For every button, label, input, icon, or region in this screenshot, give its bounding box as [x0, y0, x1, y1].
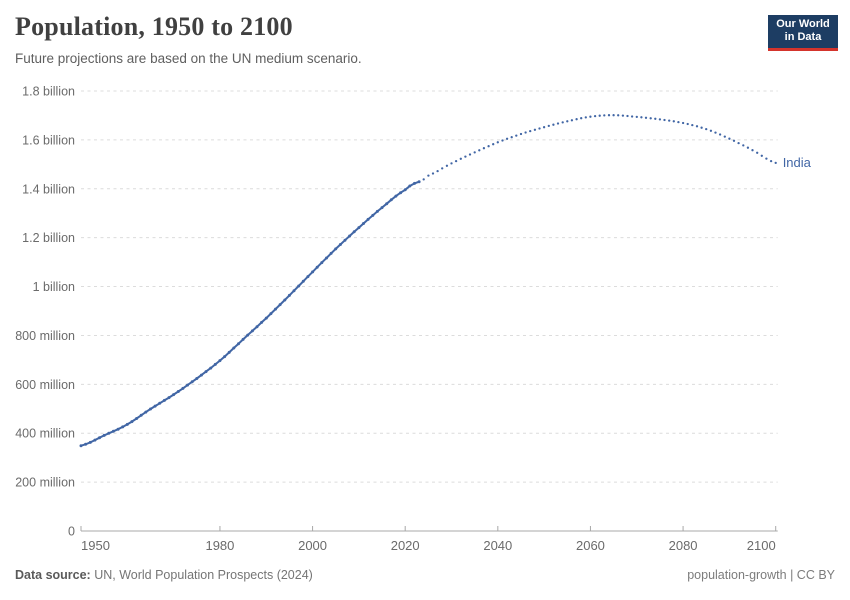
x-axis-tick-label: 2060 [576, 538, 605, 553]
entity-label-india[interactable]: India [782, 154, 811, 170]
series-projection-dots[interactable] [422, 114, 777, 181]
y-axis-tick-label: 800 million [15, 329, 75, 343]
data-source-note: Data source: UN, World Population Prospe… [15, 568, 313, 582]
data-source-label: Data source: [15, 568, 91, 582]
chart-slug: population-growth [687, 568, 787, 582]
y-axis-tick-label: 1.4 billion [22, 182, 75, 196]
x-axis-tick-label: 2020 [391, 538, 420, 553]
footer-right: population-growth | CC BY [687, 568, 835, 582]
series-observed-line[interactable] [79, 180, 421, 448]
x-axis-tick-label: 2040 [483, 538, 512, 553]
y-axis-tick-label: 0 [68, 525, 75, 539]
chart-header: Population, 1950 to 2100 Future projecti… [15, 12, 755, 66]
y-axis-tick-label: 1 billion [33, 280, 75, 294]
footer-separator: | [786, 568, 797, 582]
y-axis-tick-label: 1.8 billion [22, 85, 75, 99]
page-title: Population, 1950 to 2100 [15, 12, 293, 41]
owid-logo[interactable]: Our World in Data [768, 15, 838, 51]
x-axis-tick-label: 2100 [747, 538, 776, 553]
license-link[interactable]: CC BY [796, 568, 835, 582]
data-source-text: UN, World Population Prospects (2024) [90, 568, 313, 582]
chart-footer: Data source: UN, World Population Prospe… [15, 568, 835, 582]
x-axis-tick-label: 2000 [298, 538, 327, 553]
owid-logo-line1: Our World [776, 18, 830, 30]
y-axis-tick-label: 600 million [15, 378, 75, 392]
y-axis-tick-label: 200 million [15, 476, 75, 490]
x-axis-tick-label: 1980 [205, 538, 234, 553]
y-axis-tick-label: 1.6 billion [22, 133, 75, 147]
x-axis-tick-label: 2080 [669, 538, 698, 553]
y-axis-tick-label: 400 million [15, 427, 75, 441]
chart-subtitle: Future projections are based on the UN m… [15, 51, 362, 66]
x-axis-tick-label: 1950 [81, 538, 110, 553]
owid-logo-line2: in Data [784, 31, 822, 43]
y-axis-tick-label: 1.2 billion [22, 231, 75, 245]
